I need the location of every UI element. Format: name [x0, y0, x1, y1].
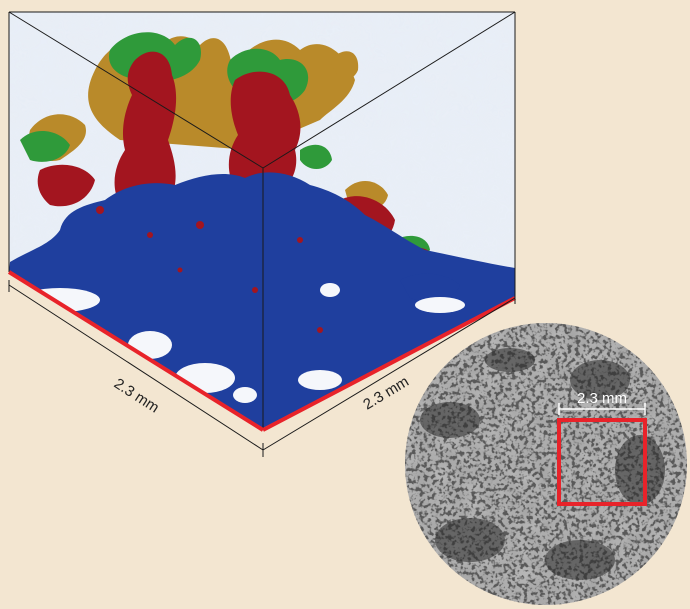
cube-base-edges [7, 270, 516, 432]
cube-left-edge-label: 2.3 mm [111, 375, 162, 416]
scale-bar [558, 403, 646, 415]
selection-box [557, 418, 647, 506]
scale-bar-label: 2.3 mm [577, 390, 627, 407]
cube-right-edge-label: 2.3 mm [360, 373, 412, 413]
dimension-lines [8, 280, 516, 457]
red-flecks [96, 206, 323, 333]
micrograph-circle: 2.3 mm [404, 322, 688, 606]
region-blue [9, 172, 515, 428]
cube-wireframe [8, 11, 516, 428]
